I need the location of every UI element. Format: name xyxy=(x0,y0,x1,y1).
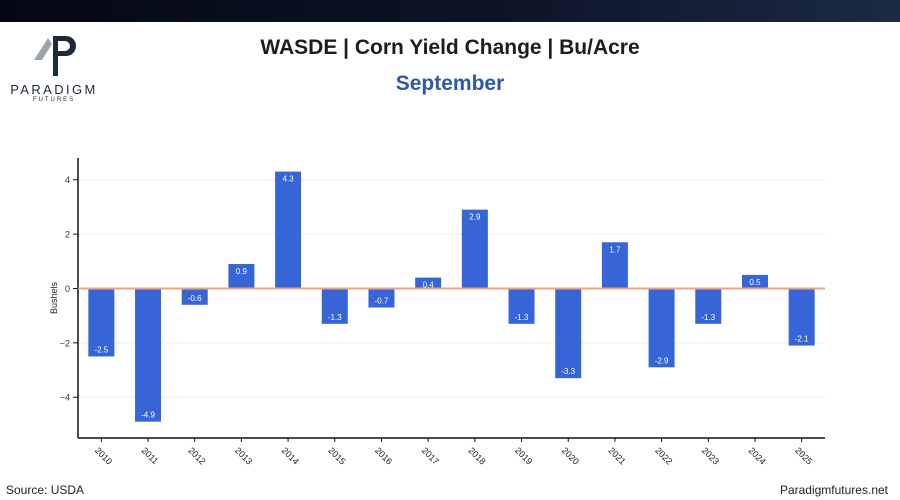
x-tick-label: 2021 xyxy=(606,445,627,466)
bar xyxy=(601,242,628,289)
data-label: -4.9 xyxy=(141,411,155,420)
y-tick-label: 0 xyxy=(65,284,70,294)
bar xyxy=(135,288,162,422)
data-label: 0.9 xyxy=(236,267,248,276)
x-tick-label: 2015 xyxy=(326,445,347,466)
brand-tagline: FUTURES xyxy=(32,97,76,103)
x-tick-label: 2012 xyxy=(186,445,207,466)
y-tick-label: 4 xyxy=(65,175,70,185)
data-label: -1.3 xyxy=(515,313,529,322)
y-tick-label: 2 xyxy=(65,230,70,240)
data-label: 0.4 xyxy=(423,281,435,290)
x-tick-label: 2014 xyxy=(280,445,301,466)
x-tick-label: 2018 xyxy=(466,445,487,466)
bar xyxy=(321,288,348,324)
data-label: 2.9 xyxy=(469,213,481,222)
data-label: 4.3 xyxy=(283,175,295,184)
bar xyxy=(368,288,395,308)
data-label: -2.1 xyxy=(795,335,809,344)
x-tick-label: 2010 xyxy=(93,445,114,466)
bar xyxy=(88,288,115,357)
x-tick-label: 2024 xyxy=(747,445,768,466)
x-tick-label: 2011 xyxy=(140,445,161,466)
paradigm-logo: PARADIGM FUTURES xyxy=(4,30,104,103)
bar xyxy=(181,288,208,305)
bar xyxy=(415,277,442,289)
bar xyxy=(275,171,302,289)
data-label: 0.5 xyxy=(749,278,761,287)
x-tick-label: 2017 xyxy=(420,445,441,466)
x-tick-label: 2019 xyxy=(513,445,534,466)
x-tick-label: 2016 xyxy=(373,445,394,466)
bar xyxy=(555,288,582,379)
bar xyxy=(228,264,255,289)
x-tick-label: 2025 xyxy=(793,445,814,466)
data-label: -2.9 xyxy=(655,356,669,365)
x-tick-label: 2022 xyxy=(653,445,674,466)
website-url: Paradigmfutures.net xyxy=(779,483,888,497)
bar xyxy=(788,288,815,346)
paradigm-p-icon xyxy=(34,36,76,76)
bar xyxy=(508,288,535,324)
top-banner xyxy=(0,0,900,22)
y-tick-label: −4 xyxy=(60,393,70,403)
bar xyxy=(695,288,722,324)
chart-subtitle: September xyxy=(395,72,505,95)
y-tick-label: −2 xyxy=(60,338,70,348)
bar xyxy=(461,209,488,289)
bar xyxy=(648,288,675,368)
data-label: -0.7 xyxy=(375,297,389,306)
data-label: 1.7 xyxy=(609,245,621,254)
data-label: -3.3 xyxy=(561,367,575,376)
data-label: -1.3 xyxy=(701,313,715,322)
data-label: -1.3 xyxy=(328,313,342,322)
x-tick-label: 2023 xyxy=(700,445,721,466)
x-tick-label: 2020 xyxy=(560,445,581,466)
data-label: -0.6 xyxy=(188,294,202,303)
source-note: Source: USDA xyxy=(6,483,85,497)
y-axis-label: Bushels xyxy=(49,281,59,314)
data-label: -2.5 xyxy=(94,345,108,354)
brand-name: PARADIGM xyxy=(10,82,98,97)
bar xyxy=(741,274,768,289)
chart-title: WASDE | Corn Yield Change | Bu/Acre xyxy=(260,36,640,59)
x-tick-label: 2013 xyxy=(233,445,254,466)
